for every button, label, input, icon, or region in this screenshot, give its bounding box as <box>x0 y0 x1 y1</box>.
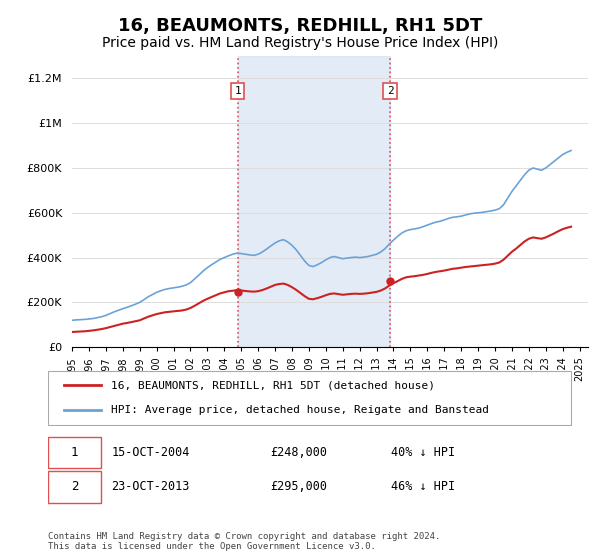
Text: 40% ↓ HPI: 40% ↓ HPI <box>391 446 455 459</box>
Text: 16, BEAUMONTS, REDHILL, RH1 5DT (detached house): 16, BEAUMONTS, REDHILL, RH1 5DT (detache… <box>112 380 436 390</box>
Text: HPI: Average price, detached house, Reigate and Banstead: HPI: Average price, detached house, Reig… <box>112 405 490 415</box>
Text: £295,000: £295,000 <box>270 480 327 493</box>
Text: 46% ↓ HPI: 46% ↓ HPI <box>391 480 455 493</box>
Text: 1: 1 <box>71 446 78 459</box>
Text: 2: 2 <box>386 86 394 96</box>
Text: 16, BEAUMONTS, REDHILL, RH1 5DT: 16, BEAUMONTS, REDHILL, RH1 5DT <box>118 17 482 35</box>
Text: 2: 2 <box>71 480 78 493</box>
Text: Contains HM Land Registry data © Crown copyright and database right 2024.
This d: Contains HM Land Registry data © Crown c… <box>48 532 440 552</box>
Bar <box>238 56 390 347</box>
FancyBboxPatch shape <box>48 471 101 502</box>
Text: £248,000: £248,000 <box>270 446 327 459</box>
Text: 15-OCT-2004: 15-OCT-2004 <box>112 446 190 459</box>
Text: 1: 1 <box>234 86 241 96</box>
Text: Price paid vs. HM Land Registry's House Price Index (HPI): Price paid vs. HM Land Registry's House … <box>102 36 498 50</box>
Text: 23-OCT-2013: 23-OCT-2013 <box>112 480 190 493</box>
FancyBboxPatch shape <box>48 371 571 425</box>
FancyBboxPatch shape <box>48 437 101 468</box>
